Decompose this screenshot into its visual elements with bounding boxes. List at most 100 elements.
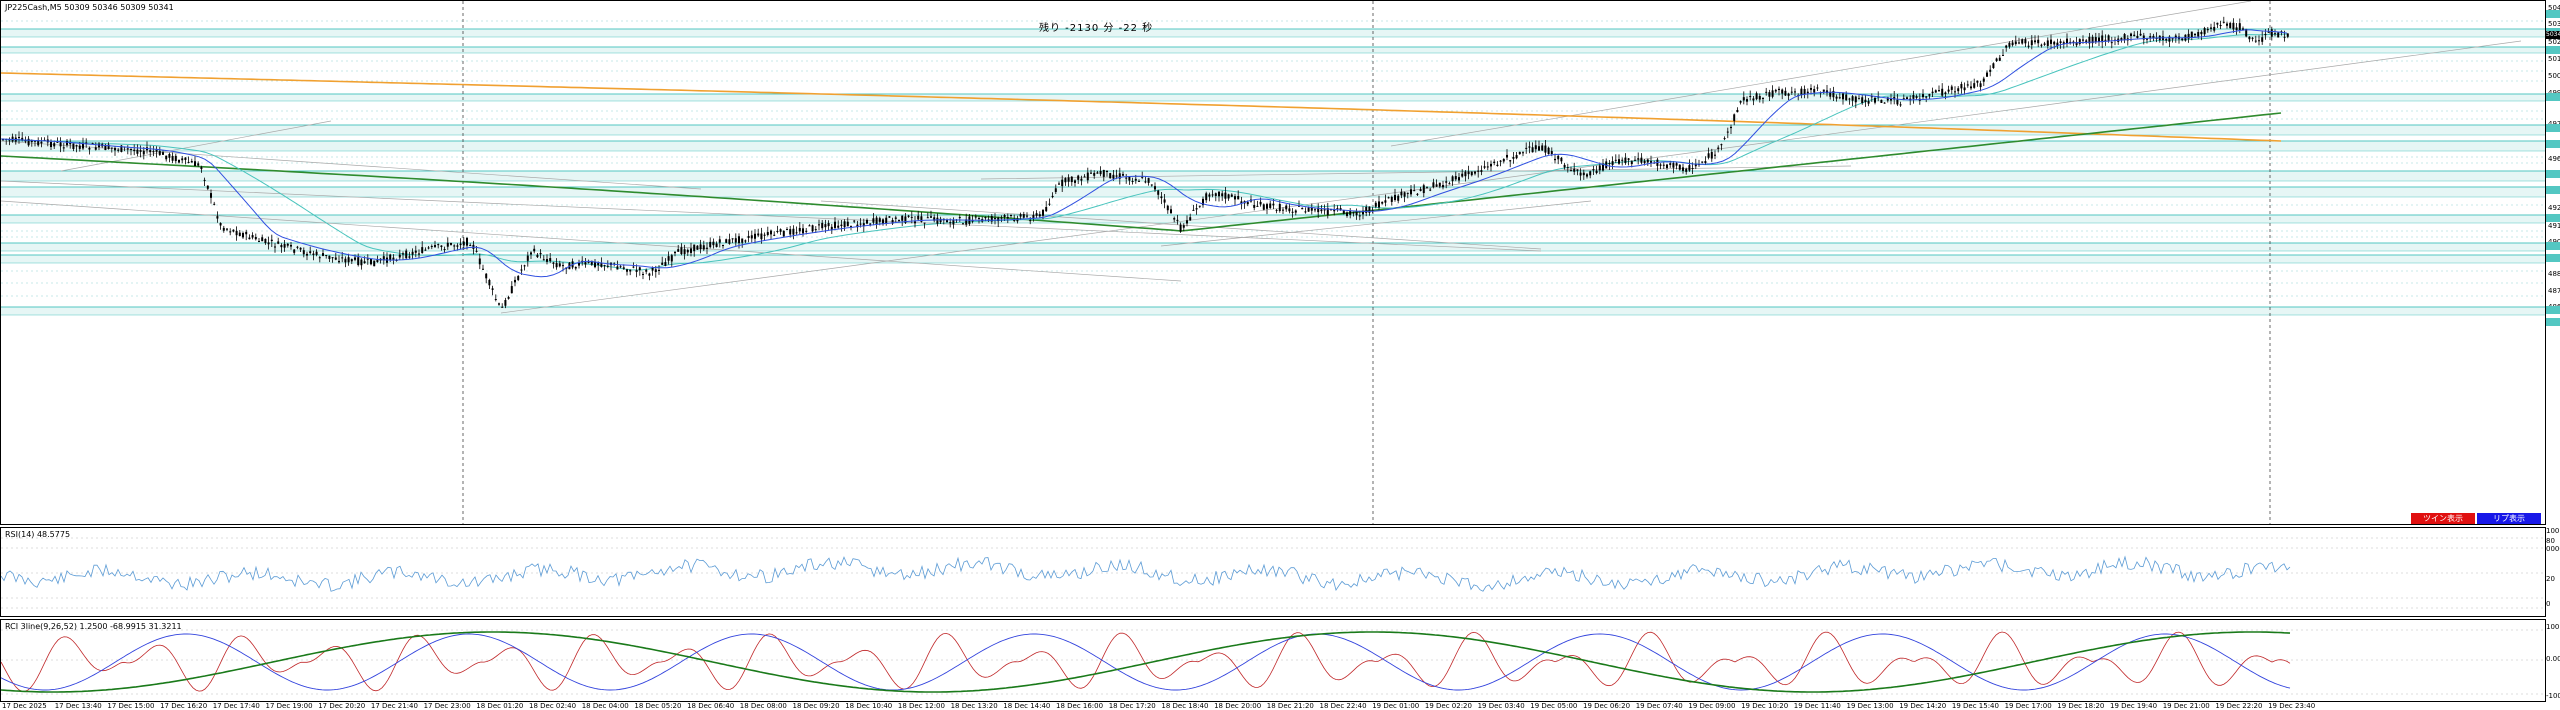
rsi-canvas (1, 537, 2545, 609)
candle-body (667, 256, 670, 261)
candle-body (1275, 209, 1278, 211)
time-axis-label: 19 Dec 19:40 (2110, 702, 2158, 710)
time-axis-label: 17 Dec 2025 (2, 702, 47, 710)
candle-body (1310, 207, 1313, 211)
zone-band (1, 94, 2545, 101)
candle-body (1595, 170, 1598, 174)
candle-body (658, 269, 660, 271)
price-chart-canvas[interactable] (1, 1, 2546, 525)
candle-body (1474, 171, 1476, 174)
candle-body (2274, 33, 2276, 35)
candle-body (1813, 89, 1816, 93)
candle-body (789, 229, 792, 235)
time-axis-label: 18 Dec 21:20 (1266, 702, 1314, 710)
zone-band (1, 47, 2545, 53)
candle-body (1016, 218, 1019, 222)
candle-body (2018, 42, 2020, 44)
rci-indicator-pane[interactable]: RCI 3line(9,26,52) 1.2500 -68.9915 31.32… (0, 619, 2546, 702)
candle-body (1550, 151, 1553, 154)
candle-body (587, 261, 590, 263)
price-chart-pane[interactable]: JP225Cash,M5 50309 50346 50309 50341 残り … (0, 0, 2546, 525)
candle-body (376, 259, 379, 262)
candle-body (2142, 35, 2145, 40)
twin-display-button[interactable]: ツイン表示 (2411, 513, 2475, 524)
candle-body (642, 273, 644, 275)
rsi-indicator-pane[interactable]: RSI(14) 48.5775 (0, 527, 2546, 617)
candle-body (341, 257, 344, 259)
candle-body (882, 219, 884, 225)
candle-body (1954, 91, 1956, 93)
trend-line (1390, 1, 2252, 147)
candle-body (2213, 26, 2216, 31)
zone-price-tag (2546, 170, 2560, 178)
candle-body (1285, 205, 1288, 210)
candle-body (808, 225, 811, 227)
rci-scale-label: 100 (2546, 623, 2560, 631)
candle-body (645, 269, 648, 272)
candle-body (1182, 225, 1185, 228)
zone-price-tag (2546, 46, 2560, 54)
candle-body (443, 249, 446, 251)
candle-body (2219, 25, 2222, 27)
candle-body (50, 141, 52, 148)
candle-body (901, 215, 904, 221)
candle-body (2072, 41, 2075, 43)
candle-body (1720, 144, 1723, 146)
candle-body (2011, 42, 2014, 46)
candle-body (1122, 174, 1124, 176)
candle-body (731, 238, 734, 240)
candle-body (1006, 216, 1009, 219)
candle-body (398, 254, 401, 258)
rep-display-button[interactable]: リプ表示 (2477, 513, 2541, 524)
candle-body (1448, 183, 1451, 185)
time-axis-label: 18 Dec 02:40 (529, 702, 577, 710)
candle-body (366, 258, 369, 260)
candle-body (2229, 22, 2232, 29)
candle-body (744, 240, 747, 242)
candle-body (2091, 36, 2094, 44)
candle-body (1842, 93, 1844, 100)
candle-body (1390, 196, 1393, 202)
candle-body (117, 149, 120, 151)
zone-price-tag (2546, 214, 2560, 222)
candle-body (1458, 177, 1460, 181)
time-axis-label: 18 Dec 20:00 (1214, 702, 1262, 710)
candle-body (437, 244, 440, 246)
candle-body (747, 235, 750, 238)
candle-body (1102, 169, 1105, 177)
candle-body (1134, 178, 1137, 181)
candle-body (651, 267, 654, 271)
time-axis-label: 17 Dec 15:00 (107, 702, 155, 710)
candle-body (1499, 160, 1502, 162)
candle-body (949, 222, 952, 224)
candle-body (923, 222, 926, 224)
candle-body (907, 215, 910, 217)
candle-body (1509, 160, 1512, 162)
symbol-header: JP225Cash,M5 50309 50346 50309 50341 (5, 3, 174, 12)
candle-body (110, 147, 113, 149)
time-axis-label: 18 Dec 16:00 (1056, 702, 1104, 710)
candle-body (1816, 87, 1819, 89)
candle-body (1493, 161, 1496, 164)
candle-body (2280, 31, 2283, 33)
candle-body (1666, 164, 1668, 168)
candle-body (459, 243, 462, 246)
candle-body (1784, 90, 1787, 96)
candle-body (1304, 211, 1307, 213)
candle-body (2120, 37, 2123, 41)
zone-price-tag (2546, 10, 2560, 18)
candle-body (2171, 38, 2174, 40)
candle-body (1880, 99, 1883, 103)
candle-body (514, 279, 516, 283)
candle-body (693, 244, 696, 252)
candle-body (286, 243, 289, 246)
candle-body (1045, 207, 1048, 212)
time-axis-label: 19 Dec 02:20 (1424, 702, 1472, 710)
candle-body (309, 251, 312, 254)
candle-body (725, 239, 728, 243)
candle-body (446, 242, 449, 247)
candle-body (1992, 63, 1995, 69)
candle-body (552, 262, 555, 264)
candle-body (1541, 145, 1544, 151)
candle-body (555, 263, 558, 268)
